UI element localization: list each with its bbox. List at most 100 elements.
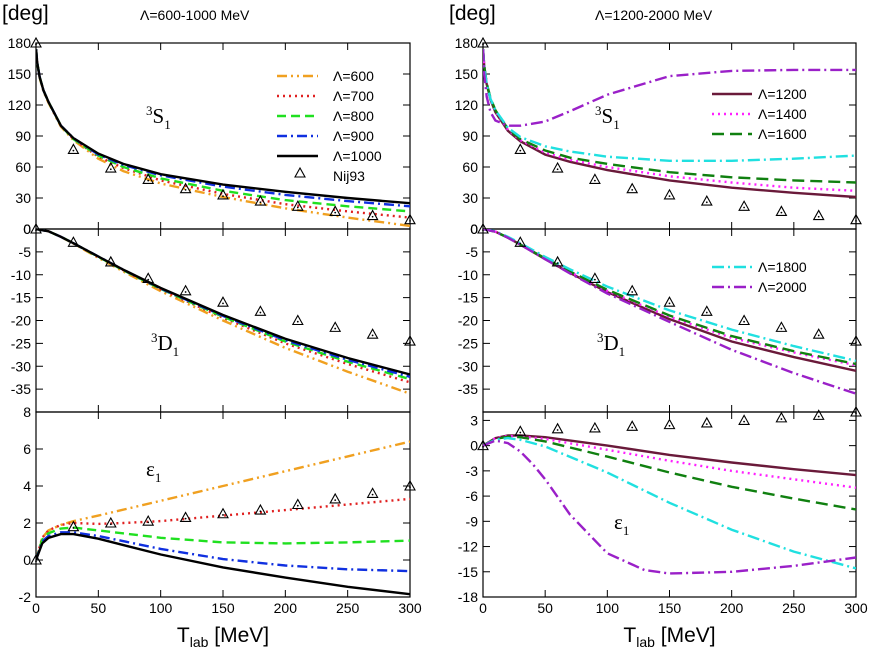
series-line-Λ=1800 [483, 49, 856, 162]
nij93-point-dot [72, 527, 75, 529]
y-tick-label: -25 [458, 335, 478, 351]
nij93-point-dot [109, 262, 112, 265]
nij93-point-dot [631, 189, 634, 191]
y-tick-label: -12 [458, 539, 478, 555]
panel-frame [35, 411, 411, 598]
y-tick-label: -5 [466, 244, 479, 260]
nij93-point-dot [482, 43, 484, 46]
nij93-point-dot [780, 327, 783, 330]
nij93-point-dot [72, 242, 75, 245]
nij93-point-dot [594, 428, 596, 431]
nij93-data-point [179, 182, 192, 194]
y-tick-label: -6 [466, 488, 479, 504]
series-line-Λ=1000 [36, 229, 410, 376]
nij93-point-dot [296, 206, 299, 209]
nij93-point-dot [594, 179, 596, 182]
nij93-data-point [588, 421, 601, 433]
panel-label: ε1 [614, 510, 629, 538]
nij93-data-point [329, 492, 342, 504]
series-line-Λ=2000 [483, 49, 856, 127]
nij93-data-point [477, 222, 489, 234]
panel-3: -2 0 2 4 6 8 ε1 [19, 404, 416, 605]
x-axis-label-subscript: lab [190, 634, 209, 650]
nij93-data-point [404, 213, 416, 225]
nij93-point-dot [855, 412, 857, 415]
x-tick-label: 0 [479, 600, 487, 616]
y-tick-label: 60 [15, 159, 31, 175]
nij93-data-point [551, 161, 564, 173]
y-tick-label: 120 [8, 97, 32, 113]
nij93-point-dot [817, 334, 820, 337]
series-line-Λ=600 [36, 440, 410, 561]
nij93-data-point [626, 182, 639, 194]
nij93-data-point [588, 272, 601, 283]
y-tick-label: -15 [458, 290, 478, 306]
y-tick-label: -2 [19, 589, 32, 605]
y-tick-label: 2 [23, 515, 31, 531]
nij93-point-dot [705, 311, 708, 314]
legend-label: Λ=1000 [333, 148, 382, 164]
nij93-data-point [812, 328, 825, 339]
nij93-data-point [626, 284, 639, 296]
y-tick-label: 0 [470, 438, 478, 454]
y-tick-label: 0 [23, 552, 31, 568]
nij93-data-point [254, 305, 267, 316]
nij93-point-dot [705, 423, 708, 426]
x-tick-label: 300 [398, 600, 422, 616]
legend-nij93-marker [294, 166, 306, 178]
panel-label-subscript: 1 [155, 470, 162, 485]
y-tick-label: 0 [470, 221, 478, 237]
nij93-data-point [366, 209, 379, 221]
y-tick-label: -20 [11, 313, 31, 329]
panel-3: 3 0 -3 -6 -9 -12 -15 -18 ε1 [458, 405, 862, 605]
nij93-point-dot [147, 278, 150, 281]
nij93-data-point [700, 305, 713, 316]
nij93-data-point [477, 439, 489, 451]
nij93-point-dot [222, 302, 224, 305]
series-line-Λ=800 [36, 526, 410, 561]
nij93-data-point [404, 479, 416, 491]
y-tick-label: 60 [462, 159, 478, 175]
legend-label: Λ=600 [333, 68, 374, 84]
nij93-data-point [738, 414, 751, 425]
panel-label-subscript: 1 [623, 523, 630, 538]
nij93-point-dot [147, 179, 150, 182]
nij93-data-point [775, 205, 788, 216]
nij93-data-point [104, 255, 117, 267]
y-tick-label: -10 [11, 267, 31, 283]
nij93-data-point [67, 236, 80, 247]
panel-curves [36, 229, 410, 395]
nij93-point-dot [184, 517, 187, 520]
nij93-data-point [404, 334, 416, 346]
x-tick-label: 250 [782, 600, 806, 616]
nij93-data-point [514, 425, 527, 436]
x-tick-label: 300 [844, 600, 868, 616]
x-tick-label: 50 [91, 600, 107, 616]
y-tick-label: -18 [458, 589, 478, 605]
section-title: Λ=1200-2000 MeV [595, 7, 713, 23]
legend-label: Nij93 [333, 168, 365, 184]
panel-curves [483, 229, 856, 395]
nij93-data-point [812, 209, 825, 221]
nij93-point-dot [259, 201, 262, 204]
series-line-Λ=1800 [483, 436, 856, 570]
nij93-data-point [67, 520, 80, 532]
nij93-point-dot [109, 168, 112, 171]
chart-section-1: Λ=600-1000 MeV[deg]03060901201501803S1Λ=… [2, 2, 422, 650]
y-tick-label: 4 [23, 478, 31, 494]
nij93-point-dot [780, 211, 783, 214]
y-tick-label: 150 [8, 66, 32, 82]
legend-label: Λ=1200 [758, 86, 807, 102]
y-tick-label: -30 [458, 358, 478, 374]
degree-unit-label: [deg] [449, 2, 496, 25]
nij93-data-point [738, 200, 751, 211]
x-axis-label-main: T [623, 624, 636, 647]
y-tick-label: -3 [466, 463, 479, 479]
panel-label-subscript: 1 [173, 344, 180, 359]
y-tick-label: 90 [15, 128, 31, 144]
nij93-point-dot [594, 278, 596, 281]
nij93-point-dot [631, 426, 634, 429]
nij93-point-dot [668, 424, 671, 427]
nij93-data-point [329, 321, 342, 332]
nij93-data-point [67, 143, 80, 154]
